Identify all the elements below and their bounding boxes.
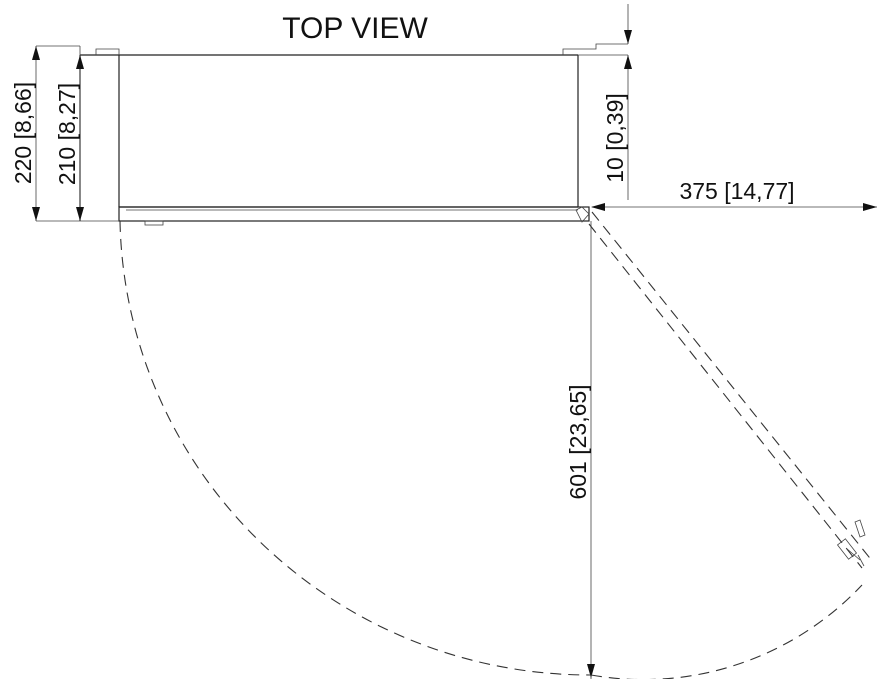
dimension-hinge-to-edge-label: 375 [14,77]: [679, 178, 794, 204]
dimension-door-thickness: 10 [0,39]: [602, 4, 632, 200]
dimension-overall-depth-label: 220 [8,66]: [10, 82, 36, 184]
door-open-position: [588, 211, 874, 569]
dimension-door-swing: 601 [23,65]: [565, 221, 595, 679]
drawing-title: TOP VIEW: [282, 12, 428, 45]
handle-icon: [836, 538, 865, 567]
dimension-door-thickness-label: 10 [0,39]: [602, 93, 628, 183]
dimension-body-depth-label: 210 [8,27]: [54, 83, 80, 185]
cabinet-body: [36, 43, 628, 221]
dimension-body-depth: 210 [8,27]: [54, 55, 84, 221]
door-closed: [36, 206, 590, 226]
dimension-overall-depth: 220 [8,66]: [10, 46, 40, 221]
door-swing-arc-end: [590, 584, 863, 679]
door-swing-arc: [119, 220, 592, 676]
dimension-hinge-to-edge: 375 [14,77]: [591, 178, 877, 211]
dimension-door-swing-label: 601 [23,65]: [565, 384, 591, 499]
